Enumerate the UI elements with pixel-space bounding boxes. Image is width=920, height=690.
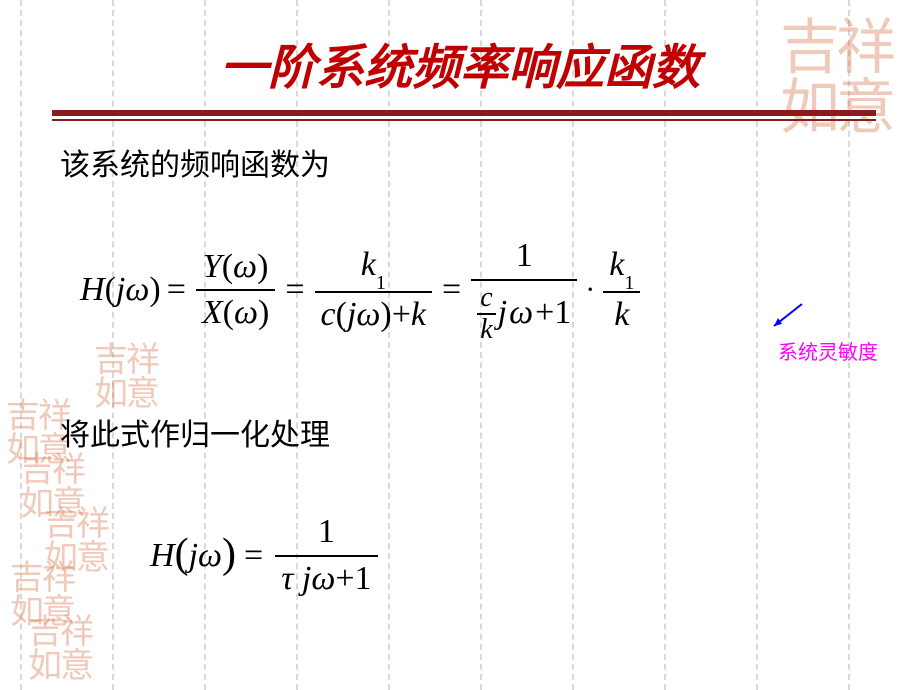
eq2-omega: ω (198, 537, 222, 575)
title-rule-thick (52, 110, 876, 116)
eq1-omega: ω (125, 271, 149, 309)
equation-2: H ( j ω ) = 1 τ jω+1 (150, 510, 382, 602)
eq2-H: H (150, 537, 175, 575)
eq1-plus1: +1 (535, 293, 571, 334)
eq1-c: c (321, 296, 336, 333)
eq2-tau: τ (281, 560, 293, 597)
eq1-j2: j (347, 296, 356, 333)
eq1-eqsign-2: = (285, 271, 304, 309)
eq1-frac-k1ck: k1 c(jω)+k (315, 243, 433, 338)
eq1-plus: + (392, 296, 411, 333)
annotation-sensitivity: 系统灵敏度 (778, 336, 878, 365)
eq1-omega2: ω (356, 296, 380, 333)
eq2-omega2: ω (311, 560, 335, 597)
eq1-k1-num: k (361, 246, 376, 283)
eq1-k1-sub: 1 (376, 272, 386, 294)
eq2-j2: j (302, 560, 311, 597)
intro-text-2: 将此式作归一化处理 (60, 410, 330, 454)
annotation-arrow (770, 300, 810, 330)
eq1-eqsign-3: = (442, 271, 461, 309)
equation-1: H ( j ω ) = Y(ω) X(ω) = k1 c(jω)+k = (80, 234, 644, 347)
eq1-ck-c: c (477, 283, 495, 313)
eq1-k-den2: k (608, 293, 635, 338)
eq1-eqsign-1: = (167, 271, 186, 309)
eq2-j: j (189, 537, 198, 575)
eq1-omega3: ω (509, 293, 533, 334)
eq1-Y: Y (203, 248, 222, 285)
eq1-ck-k: k (477, 315, 495, 345)
eq1-j3: j (498, 293, 507, 334)
eq1-dot: · (585, 273, 595, 307)
eq2-eqsign: = (244, 537, 263, 575)
slide-title: 一阶系统频率响应函数 (0, 28, 920, 98)
eq1-Y-omega: ω (233, 248, 257, 285)
eq1-k1b-sub: 1 (624, 272, 634, 294)
eq1-X-omega: ω (234, 294, 258, 331)
eq2-one: 1 (312, 510, 341, 555)
eq1-H: H (80, 271, 105, 309)
intro-text-1: 该系统的频响函数为 (60, 140, 330, 184)
eq2-frac: 1 τ jω+1 (275, 510, 377, 602)
eq1-X: X (202, 294, 223, 331)
eq1-c-over-k: c k (477, 283, 495, 345)
eq1-k-den: k (411, 296, 426, 333)
eq1-k1b: k (609, 246, 624, 283)
eq2-plus1: +1 (335, 560, 371, 597)
eq1-frac-YX: Y(ω) X(ω) (196, 245, 275, 337)
title-rule-thin (52, 119, 876, 121)
eq1-frac-k1k: k1 k (603, 243, 640, 338)
eq1-j: j (116, 271, 125, 309)
eq1-one: 1 (510, 234, 539, 279)
eq1-frac-normalized: 1 c k jω+1 (471, 234, 577, 347)
